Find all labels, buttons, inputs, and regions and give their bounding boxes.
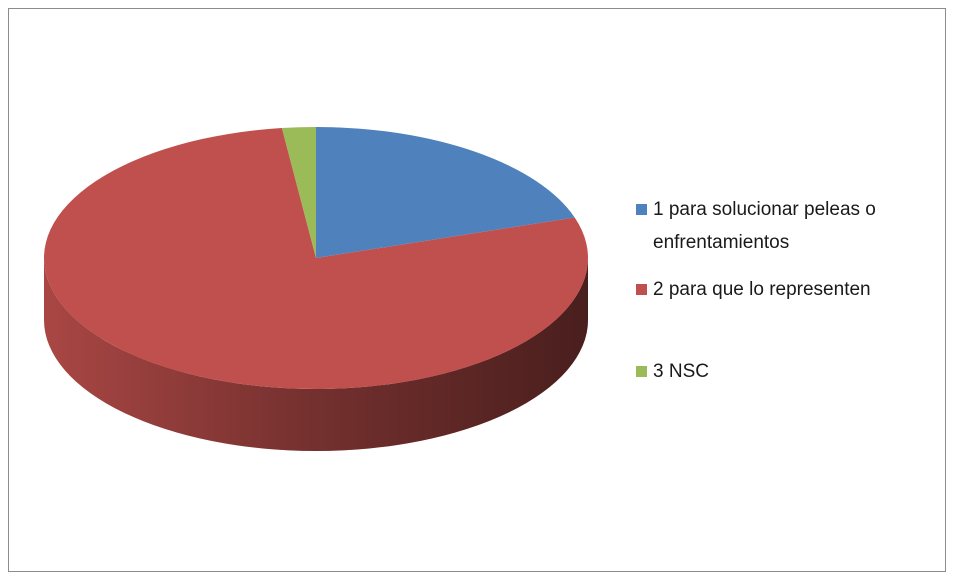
chart-frame	[8, 8, 946, 572]
legend-swatch	[636, 366, 647, 377]
pie-side-shade	[44, 258, 588, 451]
legend-label: 2 para que lo representen	[653, 279, 871, 300]
legend-swatch	[636, 204, 647, 215]
legend-label: 3 NSC	[653, 361, 709, 382]
legend-item: 3 NSC	[636, 355, 946, 388]
legend-label: 1 para solucionar peleas o enfrentamient…	[653, 199, 876, 253]
legend-item: 2 para que lo representen	[636, 273, 946, 306]
legend-item: 1 para solucionar peleas o enfrentamient…	[636, 193, 946, 259]
pie-slice	[316, 127, 575, 258]
pie-slice	[281, 127, 316, 258]
pie-slice	[44, 128, 589, 390]
legend-swatch	[636, 284, 647, 295]
